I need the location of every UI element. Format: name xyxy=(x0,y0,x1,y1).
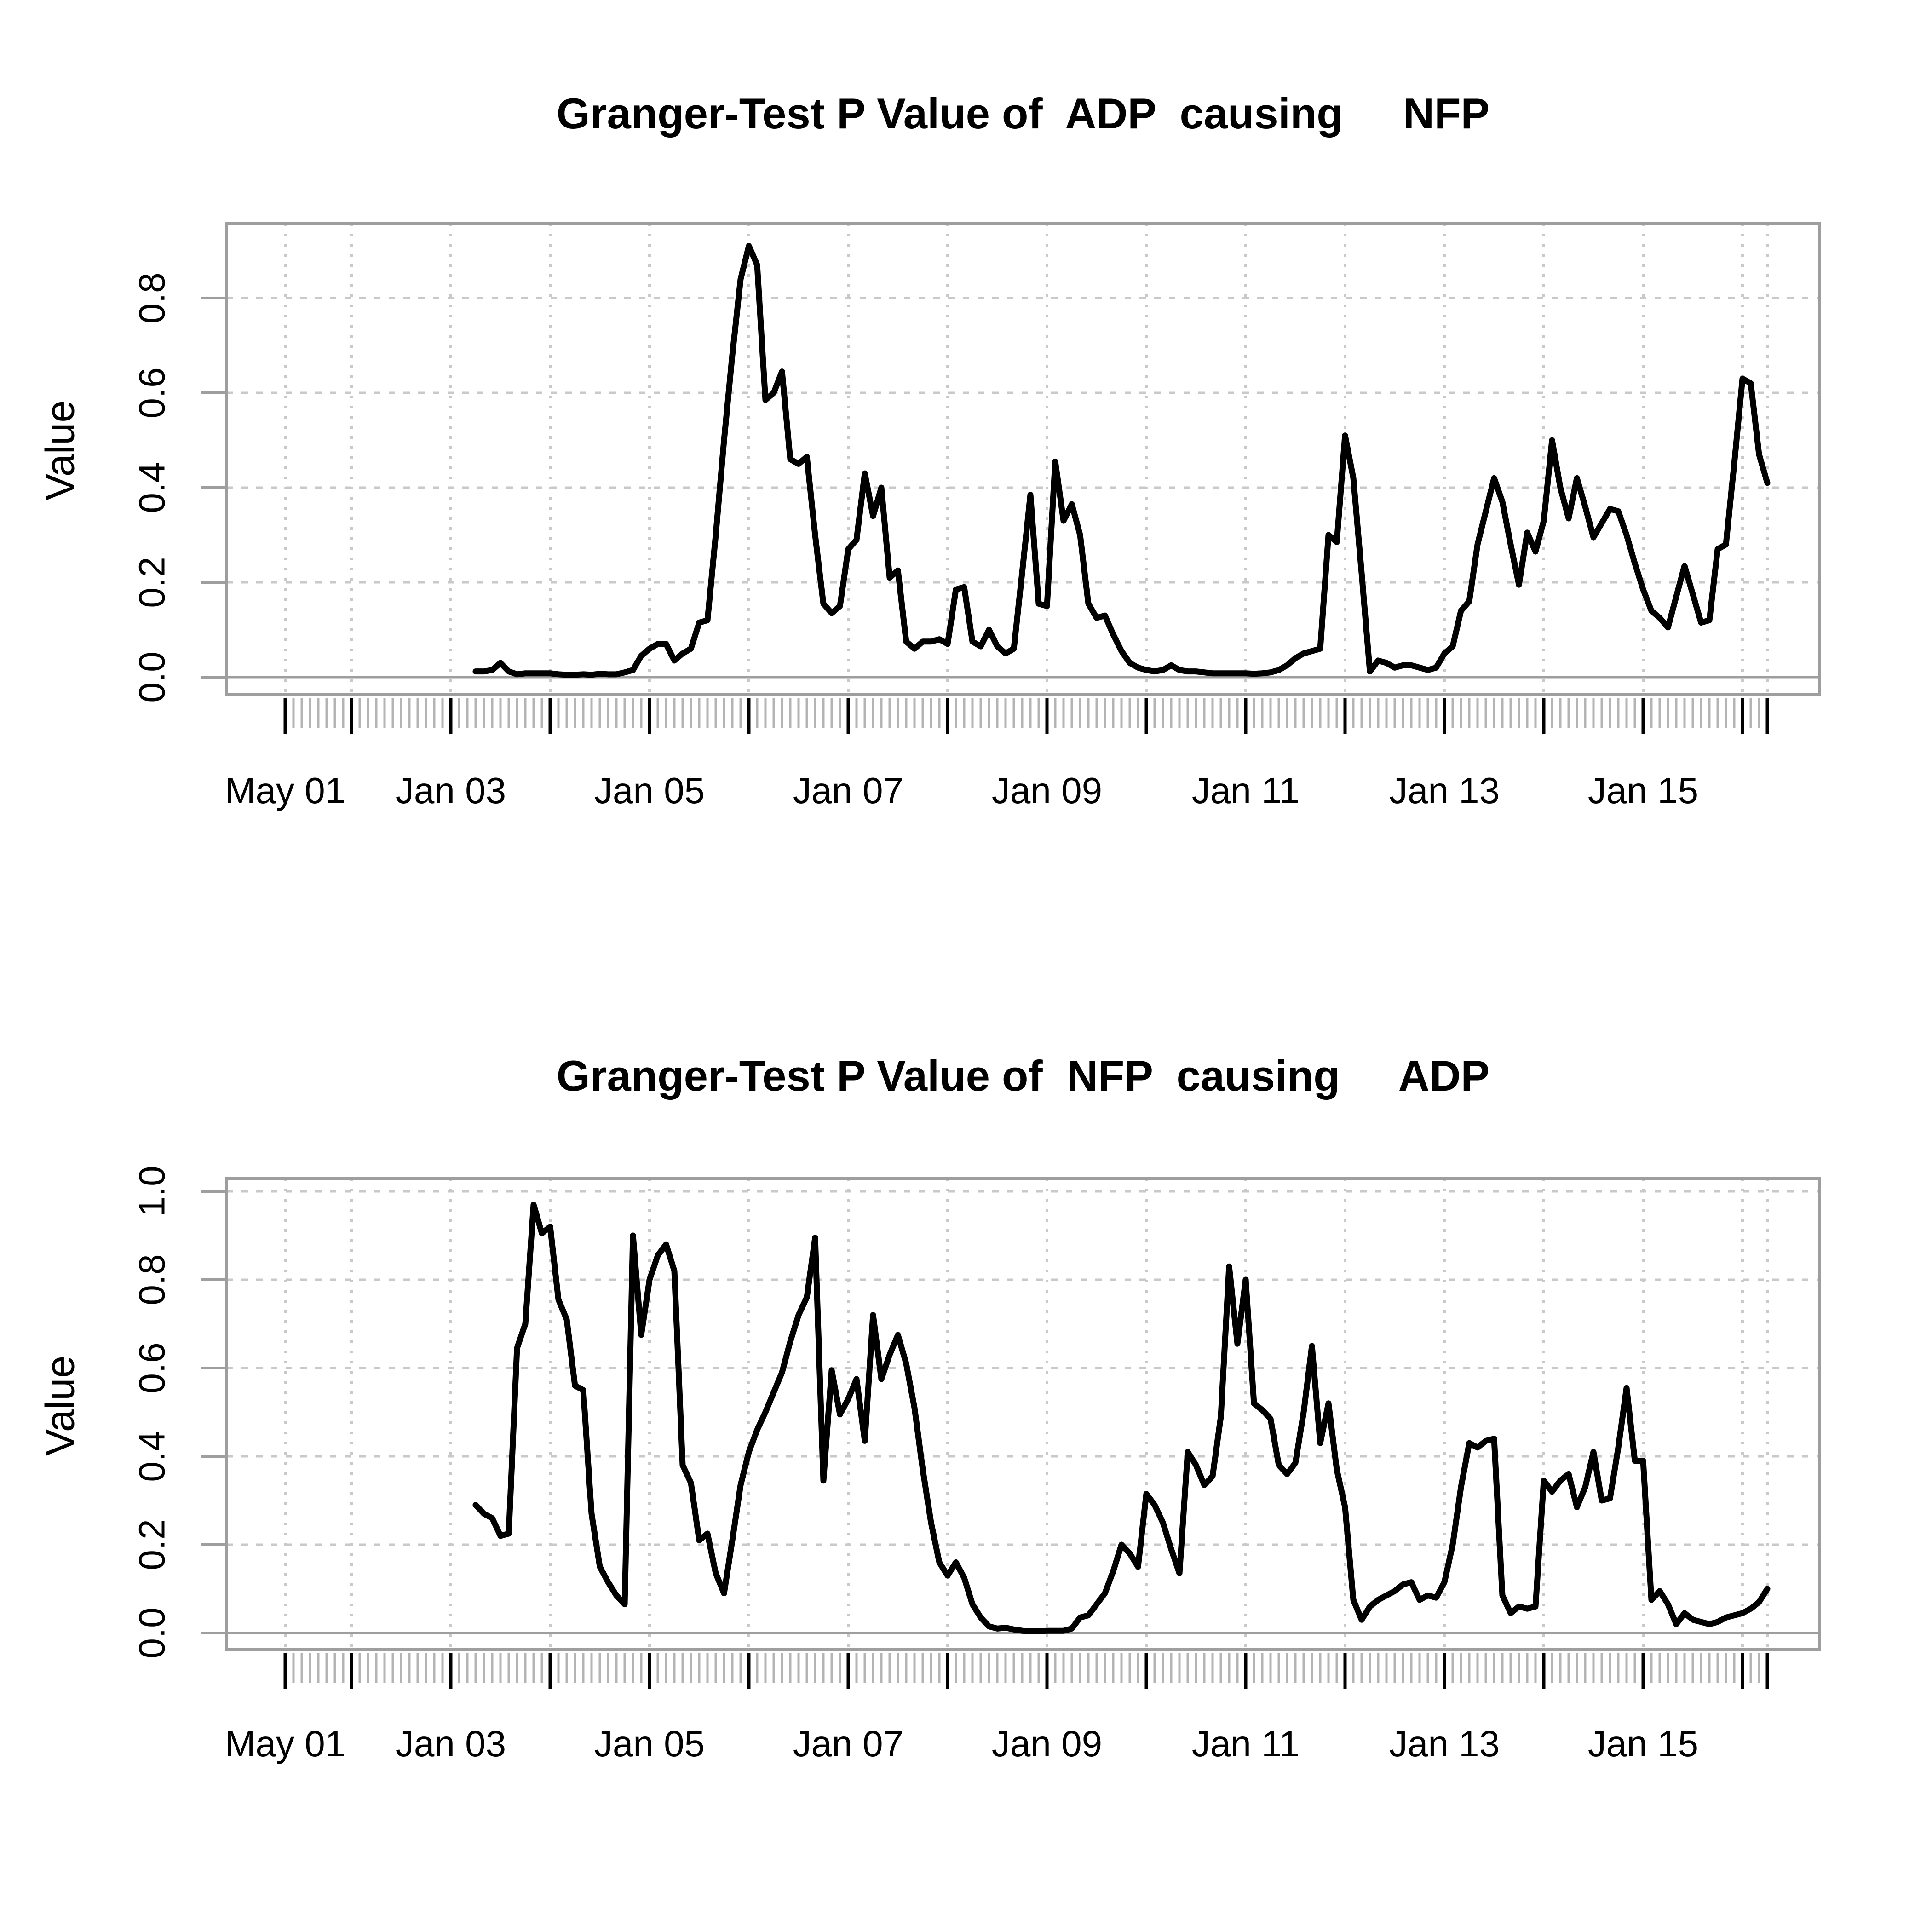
x-tick-label: Jan 03 xyxy=(396,1723,506,1764)
x-tick-label: Jan 07 xyxy=(793,1723,903,1764)
plot-box xyxy=(225,222,1821,696)
pvalue-line-adp-causing-nfp xyxy=(472,243,1771,678)
x-tick-label: Jan 11 xyxy=(1192,770,1300,811)
y-axis-label-bottom: Value xyxy=(37,1356,83,1456)
x-tick-label: Jan 13 xyxy=(1389,1723,1500,1764)
chart-adp-causing-nfp: 0.0 0.2 0.4 0.6 0.8 May 01 Jan 03 Jan 05 Jan 07 J… xyxy=(37,89,1821,811)
y-tick-label: 0.4 xyxy=(132,462,172,513)
x-tick-label: Jan 07 xyxy=(793,770,903,811)
x-tick-label: Jan 09 xyxy=(992,1723,1102,1764)
x-tick-label: Jan 05 xyxy=(594,770,705,811)
y-tick-label: 1.0 xyxy=(132,1166,172,1217)
y-tick-label: 0.2 xyxy=(132,557,172,608)
x-tick-label: Jan 05 xyxy=(594,1723,705,1764)
y-tick-label: 0.0 xyxy=(132,651,172,702)
x-tick-label: Jan 09 xyxy=(992,770,1102,811)
x-tick-label: Jan 15 xyxy=(1588,770,1698,811)
plot-box xyxy=(225,1177,1821,1651)
y-tick-label: 0.6 xyxy=(132,367,172,418)
x-tick-label: Jan 11 xyxy=(1192,1723,1300,1764)
chart-nfp-causing-adp: 0.0 0.2 0.4 0.6 0.8 1.0 May 01 Jan 03 Jan 05 Jan … xyxy=(37,1052,1821,1764)
y-axis-label-top: Value xyxy=(37,400,83,501)
x-tick-label: Jan 03 xyxy=(396,770,506,811)
y-tick-label: 0.6 xyxy=(132,1342,172,1393)
y-tick-label: 0.4 xyxy=(132,1431,172,1482)
x-tick-label: Jan 13 xyxy=(1389,770,1500,811)
pvalue-line-nfp-causing-adp xyxy=(472,1202,1771,1634)
x-tick-label: Jan 15 xyxy=(1588,1723,1698,1764)
axes-bottom-chart: 0.0 0.2 0.4 0.6 0.8 1.0 May 01 Jan 03 Jan 05 Jan … xyxy=(132,1166,1821,1764)
y-tick-label: 0.2 xyxy=(132,1519,172,1570)
y-tick-label: 0.0 xyxy=(132,1607,172,1658)
chart-title-bottom: Granger-Test P Value of NFP causing ADP xyxy=(557,1052,1489,1100)
y-tick-label: 0.8 xyxy=(132,272,172,323)
y-tick-label: 0.8 xyxy=(132,1254,172,1305)
x-tick-label: May 01 xyxy=(225,770,345,811)
axes-top-chart: 0.0 0.2 0.4 0.6 0.8 May 01 Jan 03 Jan 05 Jan 07 J… xyxy=(132,222,1821,811)
chart-title-top: Granger-Test P Value of ADP causing NFP xyxy=(557,89,1489,138)
x-tick-label: May 01 xyxy=(225,1723,345,1764)
